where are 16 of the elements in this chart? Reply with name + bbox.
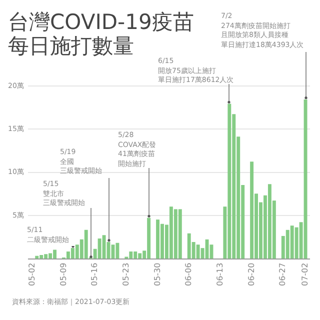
x-tick-label: 05-30 xyxy=(152,262,162,286)
x-tick-label: 06-06 xyxy=(184,262,194,286)
x-tick-label: 06-27 xyxy=(278,262,288,286)
bar xyxy=(35,256,39,259)
x-tick-label: 05-16 xyxy=(90,262,100,286)
x-tick-label: 05-23 xyxy=(121,262,130,286)
bar xyxy=(250,162,254,259)
bar xyxy=(116,242,120,259)
x-tick-label: 05-02 xyxy=(27,262,36,286)
x-tick-label: 06-13 xyxy=(216,262,225,286)
x-tick-label: 06-20 xyxy=(246,262,256,286)
bar xyxy=(178,209,182,259)
x-tick-label: 07-02 xyxy=(300,262,310,286)
bar xyxy=(102,235,106,259)
x-tick-label: 05-09 xyxy=(58,262,68,286)
chart-title: 台灣COVID-19疫苗每日施打數量 xyxy=(8,10,195,58)
